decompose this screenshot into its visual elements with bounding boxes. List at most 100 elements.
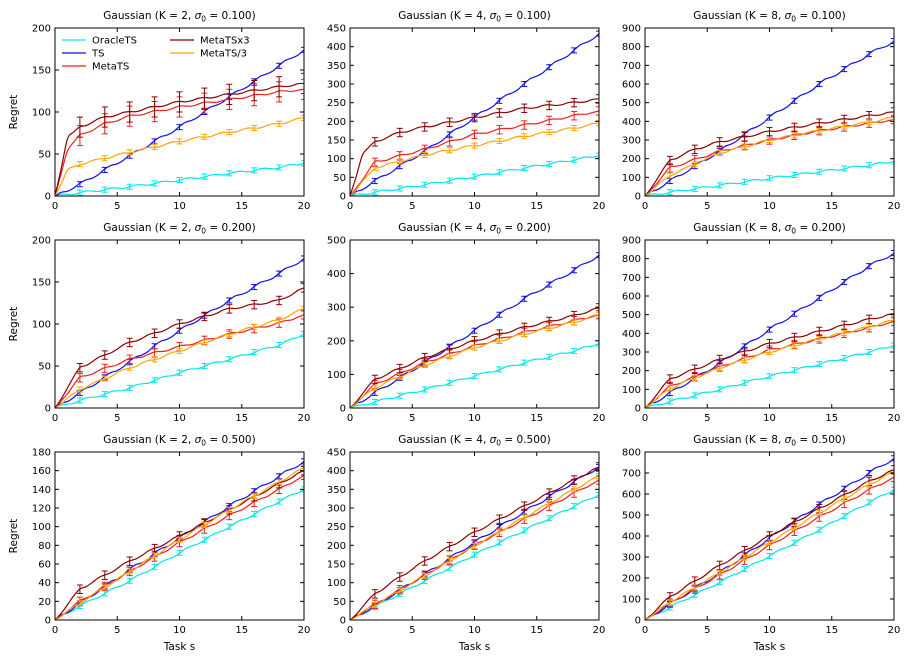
- error-bar: [866, 162, 873, 169]
- error-bar: [596, 491, 599, 498]
- error-bar: [396, 587, 403, 594]
- error-bar: [301, 465, 304, 476]
- error-bar: [371, 178, 378, 185]
- subplot-title: Gaussian (K = 4, σ0 = 0.500): [398, 434, 550, 448]
- subplot-title: Gaussian (K = 2, σ0 = 0.200): [103, 222, 255, 236]
- y-tick-label: 100: [327, 578, 346, 589]
- error-bar: [496, 125, 503, 135]
- x-tick-label: 15: [235, 201, 248, 212]
- error-bar: [571, 475, 578, 485]
- x-tick-label: 15: [825, 625, 838, 636]
- subplot-6: Gaussian (K = 8, σ0 = 0.200)0 5 10 15 200100…: [622, 222, 900, 424]
- y-tick-label: 300: [622, 553, 641, 564]
- y-tick-label: 800: [622, 42, 641, 53]
- error-bar: [276, 76, 283, 98]
- error-bar: [666, 398, 673, 405]
- subplot-7: Gaussian (K = 2, σ0 = 0.500) 0 5 10 15 20 0 20 4…: [8, 434, 310, 653]
- x-tick-label: 20: [593, 413, 606, 424]
- series-line-metats-3: [645, 319, 894, 408]
- x-tick-label: 10: [763, 413, 776, 424]
- error-bar: [301, 78, 304, 100]
- y-axis-label: Regret: [8, 307, 20, 342]
- x-tick-label: 15: [825, 413, 838, 424]
- error-bar: [421, 572, 428, 579]
- y-tick-label: 700: [622, 469, 641, 480]
- legend-label: MetaTS/3: [200, 49, 247, 60]
- error-bar: [741, 346, 748, 357]
- x-axis-label: Task s: [753, 641, 785, 653]
- error-bar: [791, 539, 798, 546]
- error-bar: [151, 377, 158, 384]
- error-bar: [891, 342, 894, 349]
- error-bar: [276, 478, 283, 485]
- error-bar: [371, 384, 378, 391]
- error-bar: [471, 112, 478, 123]
- error-bar: [741, 356, 748, 363]
- error-bar: [691, 144, 698, 155]
- error-bar: [201, 311, 208, 322]
- error-bar: [666, 189, 673, 196]
- error-bar: [251, 492, 258, 499]
- error-bar: [546, 160, 553, 167]
- y-tick-label: 900: [622, 24, 641, 35]
- error-bar: [276, 316, 283, 323]
- y-tick-label: 0: [340, 404, 346, 415]
- error-bar: [841, 165, 848, 172]
- error-bar: [151, 552, 158, 559]
- x-tick-label: 0: [347, 625, 353, 636]
- error-bar: [126, 577, 133, 584]
- error-bar: [496, 539, 503, 546]
- error-bar: [571, 125, 578, 132]
- error-bar: [866, 119, 873, 126]
- error-bar: [396, 373, 403, 380]
- legend-item-metats-3: MetaTS/3: [170, 49, 247, 60]
- error-bar: [251, 124, 258, 131]
- error-bar: [421, 352, 428, 363]
- y-tick-label: 350: [327, 61, 346, 72]
- error-bar: [546, 129, 553, 136]
- error-bar: [571, 47, 578, 54]
- y-tick-label: 50: [38, 150, 51, 161]
- series-line-metats: [645, 320, 894, 408]
- error-bar: [816, 335, 823, 342]
- error-bar: [596, 463, 599, 470]
- y-tick-label: 400: [622, 329, 641, 340]
- subplot-5: Gaussian (K = 4, σ0 = 0.200)0 5 10 15 200100…: [327, 222, 605, 424]
- error-bar: [101, 155, 108, 162]
- error-bar: [866, 263, 873, 270]
- error-bar: [226, 83, 233, 105]
- y-tick-label: 450: [327, 24, 346, 35]
- error-bar: [891, 107, 894, 117]
- error-bar: [666, 172, 673, 179]
- error-bar: [176, 138, 183, 145]
- error-bar: [496, 514, 503, 524]
- y-tick-label: 300: [622, 348, 641, 359]
- error-bar: [766, 136, 773, 144]
- x-tick-label: 5: [704, 625, 710, 636]
- error-bar: [891, 317, 894, 324]
- y-tick-label: 100: [622, 385, 641, 396]
- series-line-metatsx3: [350, 307, 599, 408]
- error-bar: [301, 486, 304, 493]
- error-bar: [226, 356, 233, 363]
- y-tick-label: 200: [622, 154, 641, 165]
- x-tick-label: 10: [468, 625, 481, 636]
- error-bar: [396, 392, 403, 399]
- error-bar: [76, 116, 83, 138]
- error-bar: [791, 171, 798, 179]
- error-bar: [371, 137, 378, 147]
- y-tick-label: 700: [622, 273, 641, 284]
- error-bar: [866, 314, 873, 325]
- error-bar: [226, 506, 233, 513]
- error-bar: [226, 129, 233, 136]
- error-bar: [816, 326, 823, 337]
- y-tick-label: 300: [327, 504, 346, 515]
- y-tick-label: 800: [622, 254, 641, 265]
- error-bar: [521, 527, 528, 534]
- error-bar: [816, 168, 823, 175]
- error-bar: [816, 80, 823, 88]
- x-tick-label: 10: [763, 625, 776, 636]
- error-bar: [76, 161, 83, 168]
- error-bar: [741, 143, 748, 150]
- error-bar: [571, 267, 578, 274]
